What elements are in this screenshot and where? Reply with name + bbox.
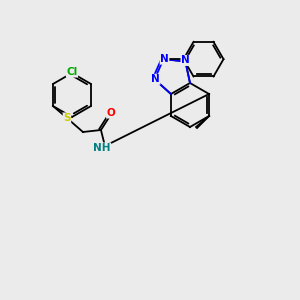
Text: Cl: Cl — [66, 67, 78, 77]
Text: N: N — [151, 74, 160, 84]
Text: NH: NH — [93, 143, 111, 153]
Text: S: S — [63, 113, 71, 123]
Text: N: N — [160, 54, 169, 64]
Text: N: N — [181, 56, 190, 65]
Text: O: O — [106, 108, 115, 118]
